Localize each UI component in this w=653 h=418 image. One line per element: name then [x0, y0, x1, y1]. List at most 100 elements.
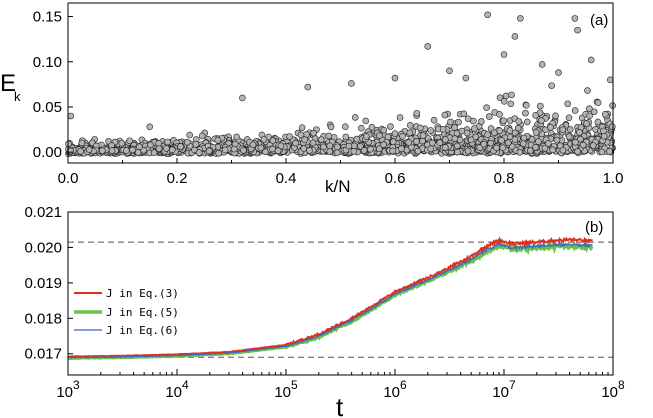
panel-b-line: 103 104 105 106 107 108 0.0170.0180.0190.0200… [24, 204, 625, 418]
x-tick-label: 0.8 [494, 170, 515, 187]
scatter-point [519, 140, 527, 147]
scatter-point [537, 102, 544, 110]
scatter-point [436, 139, 444, 147]
scatter-point [155, 140, 163, 147]
scatter-point [215, 149, 222, 157]
scatter-point [496, 110, 503, 118]
panel-a-ylabel: E [0, 70, 16, 97]
legend: J in Eq.(3) J in Eq.(5) J in Eq.(6) [74, 287, 179, 337]
panel-b-frame [67, 211, 614, 376]
scatter-point [577, 135, 584, 143]
scatter-point [566, 126, 574, 133]
scatter-point [376, 132, 383, 139]
scatter-point [541, 144, 549, 152]
scatter-point [553, 136, 561, 144]
scatter-point [163, 145, 170, 152]
y-tick-label: 0.10 [33, 54, 62, 71]
legend-label-eq6: J in Eq.(6) [106, 324, 179, 337]
scatter-point [123, 147, 130, 154]
scatter-point [594, 118, 602, 126]
scatter-point-notable [606, 76, 614, 84]
scatter-point [471, 125, 478, 132]
scatter-point [350, 148, 358, 155]
y-tick-label: 0.021 [24, 204, 62, 221]
scatter-point [277, 142, 285, 150]
panel-b-label: (b) [585, 219, 603, 236]
scatter-point [249, 141, 257, 149]
scatter-point [192, 141, 200, 148]
scatter-point [480, 140, 488, 148]
scatter-point [391, 130, 399, 137]
scatter-point [129, 146, 136, 154]
scatter-point [375, 145, 383, 153]
scatter-point-notable [239, 94, 246, 102]
scatter-point [342, 123, 349, 130]
series-line-0 [67, 235, 593, 358]
scatter-point [584, 87, 591, 94]
scatter-point [205, 147, 213, 155]
scatter-point [214, 136, 222, 144]
scatter-point [387, 123, 394, 130]
scatter-point-notable [517, 15, 524, 22]
scatter-point [490, 129, 498, 136]
panel-b-y-ticks: 0.017 0.018 0.019 0.020 0.021 [24, 204, 73, 363]
x-tick-label: 103 [56, 378, 80, 401]
scatter-point-notable [571, 15, 579, 22]
scatter-point [406, 129, 414, 137]
scatter-point [353, 135, 361, 143]
scatter-point-notable [424, 43, 432, 50]
scatter-point-notable [484, 11, 491, 19]
scatter-point [399, 132, 406, 140]
scatter-point [269, 145, 276, 153]
series-line-2 [67, 241, 593, 359]
x-tick-label: 106 [383, 378, 407, 401]
scatter-point [240, 146, 247, 154]
scatter-point [230, 145, 238, 153]
scatter-point [508, 91, 515, 99]
scatter-point [301, 136, 309, 143]
scatter-point [413, 138, 420, 145]
y-tick-label: 0.05 [33, 99, 62, 116]
scatter-point [108, 147, 116, 154]
scatter-point [532, 143, 539, 151]
scatter-point [326, 142, 334, 150]
scatter-point [545, 140, 552, 147]
scatter-point [286, 133, 293, 140]
scatter-point [507, 100, 515, 108]
scatter-point [398, 145, 405, 153]
scatter-point [493, 144, 500, 152]
scatter-point [467, 136, 475, 144]
scatter-point [532, 129, 540, 136]
scatter-point [455, 118, 462, 126]
scatter-point [598, 148, 606, 156]
scatter-point [150, 149, 158, 156]
panel-a-xlabel: k/N [325, 177, 351, 196]
scatter-point [516, 148, 524, 156]
scatter-point [406, 122, 414, 129]
scatter-point [136, 143, 143, 151]
scatter-point [77, 147, 84, 155]
scatter-point [600, 127, 607, 135]
scatter-point [345, 142, 353, 150]
scatter-point [396, 114, 404, 121]
scatter-point [522, 101, 530, 109]
scatter-point [548, 82, 555, 89]
scatter-point [297, 131, 305, 139]
scatter-point [601, 110, 609, 118]
scatter-point [564, 100, 571, 108]
x-tick-label: 107 [492, 378, 516, 401]
x-tick-label: 104 [165, 378, 189, 401]
x-tick-label: 0.6 [385, 170, 406, 187]
scatter-point [417, 124, 424, 132]
scatter-point [326, 148, 334, 155]
scatter-point [320, 143, 327, 151]
scatter-point [384, 133, 392, 141]
scatter-point [380, 126, 388, 134]
scatter-point [549, 146, 556, 154]
scatter-point [300, 145, 308, 152]
scatter-point [427, 127, 435, 134]
scatter-point-notable [146, 123, 154, 131]
y-tick-label: 0.020 [24, 239, 62, 256]
scatter-point [535, 138, 542, 145]
